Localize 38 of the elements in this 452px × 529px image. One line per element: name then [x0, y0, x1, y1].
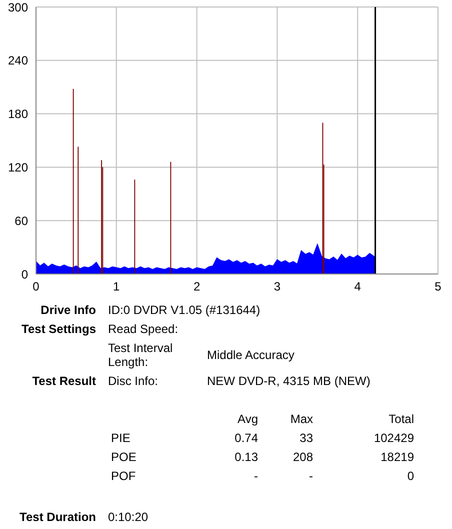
text: POE [111, 450, 138, 464]
text: PIE [111, 431, 132, 445]
text: 0.74 [234, 431, 258, 445]
text: - [308, 469, 313, 483]
text: 18219 [380, 450, 414, 464]
x-tick-label: 0 [32, 280, 40, 294]
text: 208 [292, 450, 313, 464]
x-tick-label: 1 [113, 280, 120, 294]
text: 0:10:20 [108, 510, 150, 524]
text: ID:0 DVDR V1.05 (#131644) [108, 303, 262, 317]
text: 0 [406, 469, 414, 483]
text: 0.13 [234, 450, 258, 464]
text: - [253, 469, 258, 483]
text: Total [388, 412, 414, 426]
text: Read Speed: [108, 322, 180, 336]
text: Drive Info [40, 303, 96, 317]
text: NEW DVD-R, 4315 MB (NEW) [207, 374, 372, 388]
x-tick-label: 2 [193, 280, 200, 294]
text: Test Result [31, 374, 96, 388]
y-tick-label: 60 [14, 214, 28, 228]
text: Test Interval Length: [108, 341, 174, 369]
y-tick-label: 180 [8, 107, 28, 122]
text: Test Settings [20, 322, 96, 336]
text: Disc Info: [108, 374, 160, 388]
y-tick-label: 300 [8, 0, 28, 14]
text: Middle Accuracy [207, 348, 296, 362]
y-tick-label: 0 [21, 267, 28, 282]
text: POF [111, 469, 137, 483]
y-tick-label: 240 [8, 54, 28, 68]
x-tick-label: 4 [354, 280, 362, 294]
text: 33 [298, 431, 313, 445]
text: Max [289, 412, 313, 426]
y-tick-label: 120 [8, 160, 28, 174]
text: Test Duration [18, 510, 96, 524]
x-tick-label: 3 [274, 280, 281, 294]
x-tick-label: 5 [434, 280, 442, 294]
text: Avg [236, 412, 258, 426]
text: 102429 [372, 431, 414, 445]
